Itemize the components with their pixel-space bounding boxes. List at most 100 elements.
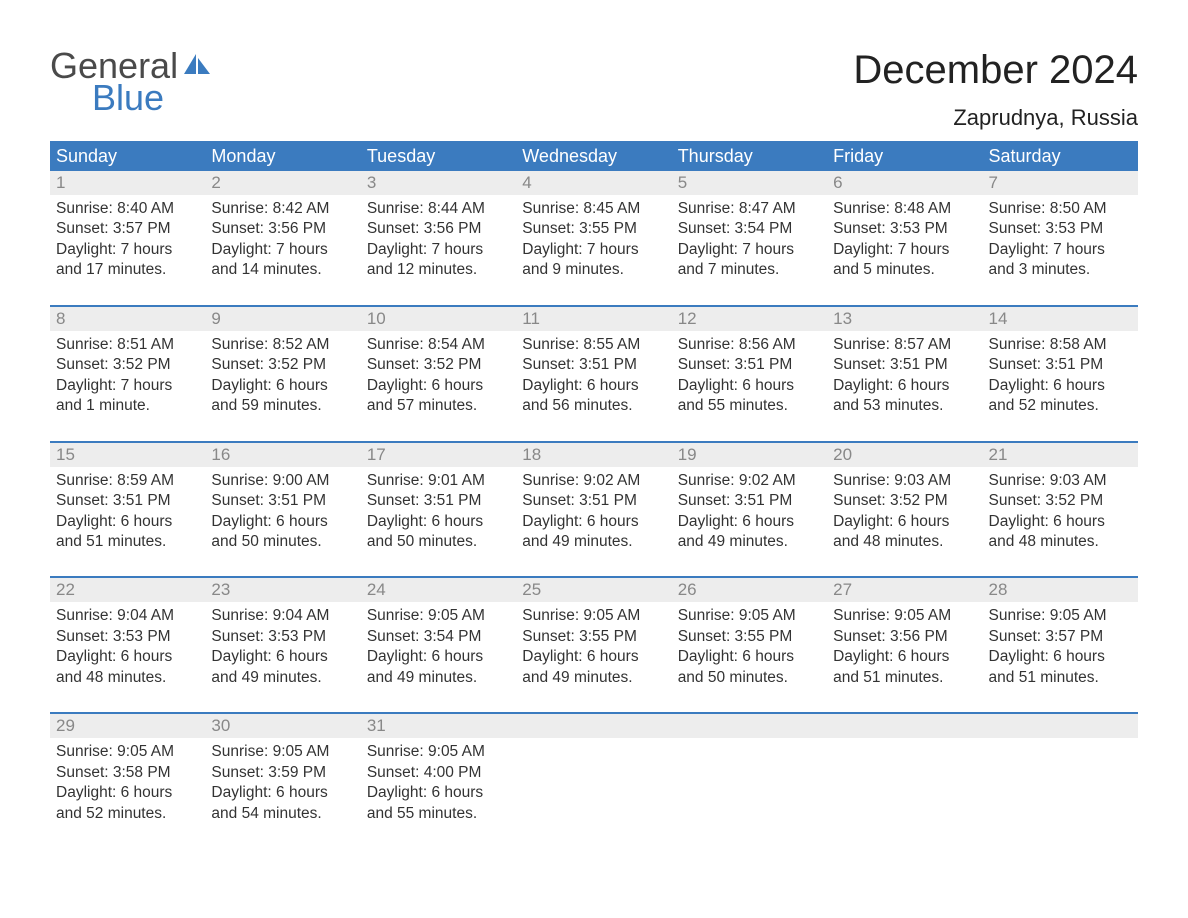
daylight-line-2: and 51 minutes.	[989, 668, 1132, 688]
daylight-line-2: and 53 minutes.	[833, 396, 976, 416]
day-number: 10	[361, 307, 516, 331]
sunrise-line: Sunrise: 9:03 AM	[833, 471, 976, 491]
day-details: Sunrise: 8:48 AMSunset: 3:53 PMDaylight:…	[827, 195, 982, 295]
calendar-cell: 31Sunrise: 9:05 AMSunset: 4:00 PMDayligh…	[361, 714, 516, 838]
day-details: Sunrise: 9:05 AMSunset: 3:54 PMDaylight:…	[361, 602, 516, 702]
sunset-line: Sunset: 3:56 PM	[833, 627, 976, 647]
sunrise-line: Sunrise: 8:55 AM	[522, 335, 665, 355]
day-details: Sunrise: 9:01 AMSunset: 3:51 PMDaylight:…	[361, 467, 516, 567]
calendar-cell: 1Sunrise: 8:40 AMSunset: 3:57 PMDaylight…	[50, 171, 205, 295]
page-title: December 2024	[853, 48, 1138, 93]
calendar: Sunday Monday Tuesday Wednesday Thursday…	[50, 141, 1138, 838]
day-details: Sunrise: 8:47 AMSunset: 3:54 PMDaylight:…	[672, 195, 827, 295]
sunset-line: Sunset: 3:52 PM	[56, 355, 199, 375]
calendar-cell: 19Sunrise: 9:02 AMSunset: 3:51 PMDayligh…	[672, 443, 827, 567]
day-number: 5	[672, 171, 827, 195]
sunset-line: Sunset: 3:55 PM	[522, 219, 665, 239]
daylight-line-1: Daylight: 7 hours	[678, 240, 821, 260]
day-number: 12	[672, 307, 827, 331]
empty-day-body	[827, 738, 982, 834]
daylight-line-2: and 51 minutes.	[833, 668, 976, 688]
calendar-cell	[983, 714, 1138, 838]
sunrise-line: Sunrise: 8:58 AM	[989, 335, 1132, 355]
daylight-line-2: and 49 minutes.	[367, 668, 510, 688]
calendar-cell: 15Sunrise: 8:59 AMSunset: 3:51 PMDayligh…	[50, 443, 205, 567]
sunrise-line: Sunrise: 8:47 AM	[678, 199, 821, 219]
calendar-week: 15Sunrise: 8:59 AMSunset: 3:51 PMDayligh…	[50, 441, 1138, 567]
day-number: 15	[50, 443, 205, 467]
day-number: 11	[516, 307, 671, 331]
sunrise-line: Sunrise: 9:05 AM	[833, 606, 976, 626]
day-details: Sunrise: 9:02 AMSunset: 3:51 PMDaylight:…	[672, 467, 827, 567]
day-number: 27	[827, 578, 982, 602]
calendar-cell: 21Sunrise: 9:03 AMSunset: 3:52 PMDayligh…	[983, 443, 1138, 567]
calendar-cell: 11Sunrise: 8:55 AMSunset: 3:51 PMDayligh…	[516, 307, 671, 431]
sunset-line: Sunset: 3:53 PM	[211, 627, 354, 647]
daylight-line-1: Daylight: 6 hours	[989, 647, 1132, 667]
day-details: Sunrise: 9:03 AMSunset: 3:52 PMDaylight:…	[983, 467, 1138, 567]
sunrise-line: Sunrise: 9:02 AM	[522, 471, 665, 491]
daylight-line-1: Daylight: 7 hours	[367, 240, 510, 260]
sunrise-line: Sunrise: 8:52 AM	[211, 335, 354, 355]
calendar-cell: 27Sunrise: 9:05 AMSunset: 3:56 PMDayligh…	[827, 578, 982, 702]
sunrise-line: Sunrise: 8:40 AM	[56, 199, 199, 219]
day-details: Sunrise: 8:50 AMSunset: 3:53 PMDaylight:…	[983, 195, 1138, 295]
weekday-header: Wednesday	[516, 146, 671, 167]
calendar-cell: 14 Sunrise: 8:58 AMSunset: 3:51 PMDayligh…	[983, 307, 1138, 431]
sunset-line: Sunset: 3:51 PM	[989, 355, 1132, 375]
daylight-line-2: and 3 minutes.	[989, 260, 1132, 280]
day-number: 2	[205, 171, 360, 195]
daylight-line-2: and 49 minutes.	[522, 532, 665, 552]
day-details: Sunrise: 8:52 AMSunset: 3:52 PMDaylight:…	[205, 331, 360, 431]
calendar-cell: 6Sunrise: 8:48 AMSunset: 3:53 PMDaylight…	[827, 171, 982, 295]
day-details: Sunrise: 8:57 AMSunset: 3:51 PMDaylight:…	[827, 331, 982, 431]
daylight-line-2: and 14 minutes.	[211, 260, 354, 280]
sunrise-line: Sunrise: 9:05 AM	[522, 606, 665, 626]
daylight-line-1: Daylight: 6 hours	[989, 376, 1132, 396]
sunset-line: Sunset: 3:52 PM	[989, 491, 1132, 511]
day-details: Sunrise: 9:05 AMSunset: 3:59 PMDaylight:…	[205, 738, 360, 838]
day-number: 3	[361, 171, 516, 195]
sunrise-line: Sunrise: 9:05 AM	[678, 606, 821, 626]
day-number: 1	[50, 171, 205, 195]
daylight-line-1: Daylight: 7 hours	[56, 376, 199, 396]
daylight-line-1: Daylight: 6 hours	[989, 512, 1132, 532]
weekday-header-row: Sunday Monday Tuesday Wednesday Thursday…	[50, 141, 1138, 171]
sunrise-line: Sunrise: 8:50 AM	[989, 199, 1132, 219]
day-details: Sunrise: 9:05 AMSunset: 4:00 PMDaylight:…	[361, 738, 516, 838]
daylight-line-1: Daylight: 6 hours	[211, 376, 354, 396]
empty-day-number	[672, 714, 827, 738]
sunset-line: Sunset: 3:57 PM	[56, 219, 199, 239]
weekday-header: Thursday	[672, 146, 827, 167]
logo-sail-icon	[182, 50, 212, 82]
sunset-line: Sunset: 3:55 PM	[522, 627, 665, 647]
daylight-line-1: Daylight: 6 hours	[522, 512, 665, 532]
calendar-cell: 12Sunrise: 8:56 AMSunset: 3:51 PMDayligh…	[672, 307, 827, 431]
sunset-line: Sunset: 3:56 PM	[211, 219, 354, 239]
day-number: 7	[983, 171, 1138, 195]
sunset-line: Sunset: 3:51 PM	[678, 355, 821, 375]
day-details: Sunrise: 8:45 AMSunset: 3:55 PMDaylight:…	[516, 195, 671, 295]
day-number: 17	[361, 443, 516, 467]
day-number: 24	[361, 578, 516, 602]
daylight-line-2: and 48 minutes.	[833, 532, 976, 552]
day-number: 14	[983, 307, 1138, 331]
day-number: 23	[205, 578, 360, 602]
calendar-cell: 22Sunrise: 9:04 AMSunset: 3:53 PMDayligh…	[50, 578, 205, 702]
location-label: Zaprudnya, Russia	[853, 105, 1138, 131]
daylight-line-2: and 48 minutes.	[56, 668, 199, 688]
calendar-cell: 9Sunrise: 8:52 AMSunset: 3:52 PMDaylight…	[205, 307, 360, 431]
calendar-cell: 20Sunrise: 9:03 AMSunset: 3:52 PMDayligh…	[827, 443, 982, 567]
logo-word-2: Blue	[50, 82, 212, 114]
sunset-line: Sunset: 3:51 PM	[56, 491, 199, 511]
daylight-line-1: Daylight: 6 hours	[211, 512, 354, 532]
sunrise-line: Sunrise: 9:05 AM	[211, 742, 354, 762]
daylight-line-1: Daylight: 6 hours	[211, 783, 354, 803]
calendar-cell: 26Sunrise: 9:05 AMSunset: 3:55 PMDayligh…	[672, 578, 827, 702]
sunset-line: Sunset: 3:51 PM	[522, 355, 665, 375]
day-details: Sunrise: 9:05 AMSunset: 3:58 PMDaylight:…	[50, 738, 205, 838]
daylight-line-2: and 49 minutes.	[522, 668, 665, 688]
sunset-line: Sunset: 3:53 PM	[989, 219, 1132, 239]
sunset-line: Sunset: 3:58 PM	[56, 763, 199, 783]
daylight-line-1: Daylight: 7 hours	[989, 240, 1132, 260]
